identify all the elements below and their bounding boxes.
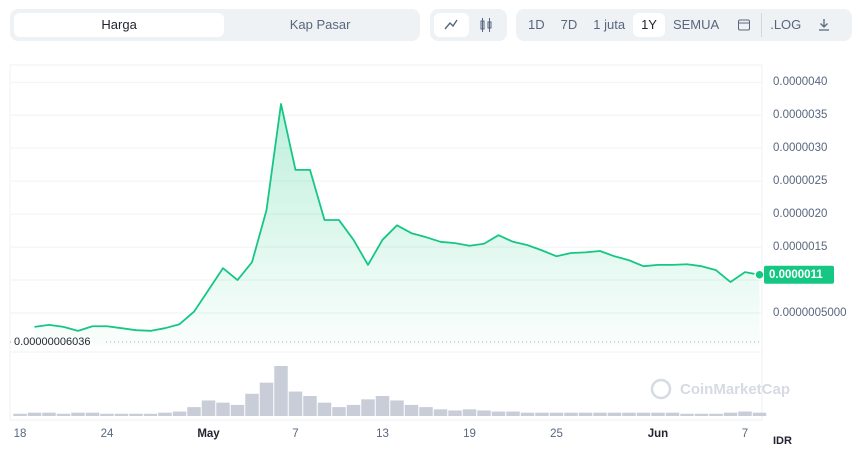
volume-bar <box>129 413 143 416</box>
y-tick-label: 0.0000025 <box>773 175 827 187</box>
x-tick-label: 19 <box>463 428 476 440</box>
x-tick-label: May <box>197 428 220 440</box>
watermark: CoinMarketCap <box>680 381 790 398</box>
x-tick-label: 24 <box>101 428 114 440</box>
x-tick-label: 25 <box>550 428 563 440</box>
y-tick-label: 0.0000035 <box>773 109 827 121</box>
range[interactable]: 7D <box>560 17 578 32</box>
volume-bar <box>680 413 694 416</box>
volume-bar <box>245 393 259 416</box>
range[interactable]: SEMUA <box>672 17 720 32</box>
volume-bar <box>13 413 27 416</box>
volume-bar <box>71 412 85 416</box>
volume-bar <box>375 396 390 416</box>
x-tick-label: 18 <box>14 428 27 440</box>
volume-bar <box>607 412 622 416</box>
range[interactable]: 1 juta <box>593 17 626 32</box>
range[interactable]: 1Y <box>633 13 665 37</box>
volume-bar <box>549 412 564 416</box>
volume-bar <box>448 410 462 416</box>
tab[interactable]: Kap Pasar <box>289 17 351 32</box>
y-tick-label: 0.0000020 <box>773 208 827 220</box>
y-tick-label: 0.0000005000 <box>773 307 847 319</box>
volume-bar <box>230 404 245 416</box>
volume-bar <box>506 411 520 416</box>
volume-bar <box>622 412 636 416</box>
volume-bar <box>419 407 433 416</box>
volume-bar <box>259 382 274 416</box>
min-label-bg <box>12 334 104 350</box>
volume-bar <box>56 413 71 416</box>
y-tick-label: 0.0000040 <box>773 76 827 88</box>
volume-bar <box>172 411 187 416</box>
volume-bar <box>274 366 288 416</box>
watermark-logo <box>650 378 672 400</box>
volume-bar <box>694 413 709 416</box>
plot-frame <box>9 64 763 421</box>
y-tick-label: 0.0000030 <box>773 142 827 154</box>
volume-bar <box>332 407 346 416</box>
tab-bar: Harga Kap Pasar <box>10 9 420 41</box>
current-dot <box>754 269 765 281</box>
volume-bar <box>738 411 752 416</box>
range-bar: 1D 7D 1 juta 1Y SEMUA .LOG <box>516 9 852 41</box>
min-label: 0.00000006036 <box>14 336 90 348</box>
price-area <box>34 103 760 346</box>
log-toggle[interactable]: .LOG <box>761 13 809 37</box>
x-tick-label: 7 <box>292 428 298 440</box>
volume-bar <box>187 407 201 416</box>
volume-bar <box>42 412 56 416</box>
volume-bar <box>85 412 100 416</box>
volume-bar <box>216 402 230 416</box>
volume-bar <box>462 409 477 416</box>
volume-bar <box>390 400 404 416</box>
volume-bar <box>317 402 332 416</box>
currency: IDR <box>773 435 792 447</box>
volume-bar <box>564 412 578 416</box>
volume-bar <box>593 412 607 416</box>
volume-bar <box>433 409 448 416</box>
volume-bar <box>651 412 665 416</box>
volume-bar <box>535 412 549 416</box>
volume-bar <box>201 400 216 416</box>
volume-bar <box>361 399 375 416</box>
current-badge <box>764 265 834 284</box>
candle-icon[interactable] <box>469 13 504 37</box>
volume-bar <box>303 396 317 416</box>
volume-bar <box>346 404 361 416</box>
volume-bar <box>477 410 491 416</box>
volume-bar <box>752 412 767 416</box>
volume-bar <box>636 412 651 416</box>
volume-bar <box>100 413 114 416</box>
volume-bar <box>288 391 303 416</box>
volume-bar <box>404 404 419 416</box>
volume-bar <box>158 412 172 416</box>
x-tick-label: 13 <box>376 428 389 440</box>
tab[interactable]: Harga <box>14 13 225 37</box>
volume-bar <box>723 412 738 416</box>
price-line <box>34 103 760 332</box>
volume-bar <box>665 412 680 416</box>
range[interactable]: 1D <box>528 17 545 32</box>
y-tick-label: 0.0000010 <box>773 274 827 286</box>
line-icon[interactable] <box>434 13 469 37</box>
x-tick-label: Jun <box>648 428 668 440</box>
volume-bar <box>27 412 42 416</box>
calendar-icon[interactable] <box>727 13 761 37</box>
y-tick-label: 0.0000015 <box>773 241 827 253</box>
x-tick-label: 7 <box>742 428 748 440</box>
download-icon[interactable] <box>809 13 839 37</box>
volume-bar <box>114 413 129 416</box>
current-label: 0.0000011 <box>769 269 823 281</box>
volume-bar <box>491 411 506 416</box>
chart-type-bar <box>430 9 507 41</box>
volume-bar <box>709 413 723 416</box>
volume-bar <box>578 412 593 416</box>
volume-bar <box>520 412 535 416</box>
volume-bar <box>143 413 158 416</box>
